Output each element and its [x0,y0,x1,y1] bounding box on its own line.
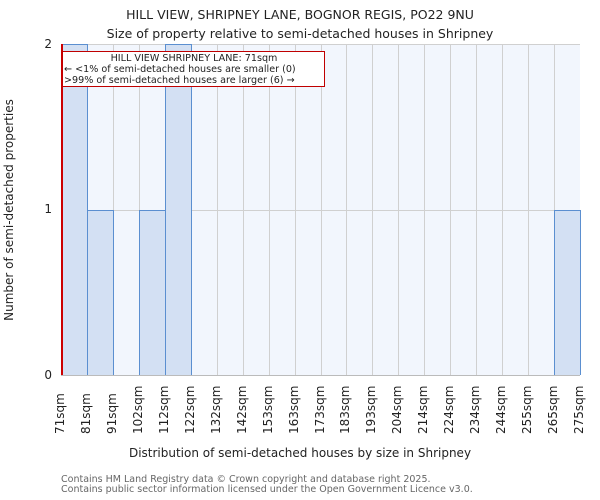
x-tick: 122sqm [182,385,197,434]
v-gridline [346,44,348,375]
annotation-box: HILL VIEW SHRIPNEY LANE: 71sqm ← <1% of … [62,51,325,87]
chart-subtitle: Size of property relative to semi-detach… [106,26,494,41]
v-gridline [320,44,322,375]
histogram-bar [554,209,581,375]
v-gridline [528,44,530,375]
x-tick: 244sqm [494,385,509,434]
annotation-title: HILL VIEW SHRIPNEY LANE: 71sqm [110,53,278,64]
y-tick-1: 1 [44,202,52,216]
x-tick: 255sqm [520,385,535,434]
x-tick: 102sqm [130,385,145,434]
x-tick: 173sqm [312,385,327,434]
footer-licence: Contains public sector information licen… [61,484,473,495]
v-gridline [502,44,504,375]
x-tick: 142sqm [234,385,249,434]
histogram-bar [61,44,88,375]
x-tick: 71sqm [53,393,67,434]
v-gridline [476,44,478,375]
x-tick: 193sqm [364,385,379,434]
v-gridline [398,44,400,375]
x-tick: 183sqm [338,385,353,434]
v-gridline [450,44,452,375]
x-axis-label: Distribution of semi-detached houses by … [128,446,472,460]
y-axis-label: Number of semi-detached properties [2,99,16,321]
chart-title: HILL VIEW, SHRIPNEY LANE, BOGNOR REGIS, … [126,7,474,22]
annotation-smaller: ← <1% of semi-detached houses are smalle… [64,64,296,75]
x-tick: 265sqm [546,385,561,434]
property-marker-line [61,44,63,375]
x-tick: 214sqm [416,385,431,434]
v-gridline [372,44,374,375]
x-tick: 224sqm [442,385,457,434]
x-tick: 204sqm [390,385,405,434]
x-tick: 234sqm [468,385,483,434]
y-tick-0: 0 [44,368,52,382]
histogram-bar [86,209,114,375]
x-tick: 91sqm [104,393,119,434]
x-tick: 153sqm [260,385,275,434]
x-tick: 275sqm [572,385,586,434]
v-gridline [216,44,218,375]
histogram-bar [138,209,166,375]
footer-copyright: Contains HM Land Registry data © Crown c… [61,474,431,485]
x-tick: 163sqm [286,385,301,434]
v-gridline [294,44,296,375]
x-tick: 81sqm [78,393,93,434]
y-tick-2: 2 [44,37,52,51]
plot-area [61,44,581,376]
v-gridline [242,44,244,375]
annotation-larger: >99% of semi-detached houses are larger … [64,75,295,86]
x-tick: 112sqm [156,385,171,434]
v-gridline [424,44,426,375]
histogram-bar [164,44,192,375]
v-gridline [268,44,270,375]
x-tick: 132sqm [208,385,223,434]
